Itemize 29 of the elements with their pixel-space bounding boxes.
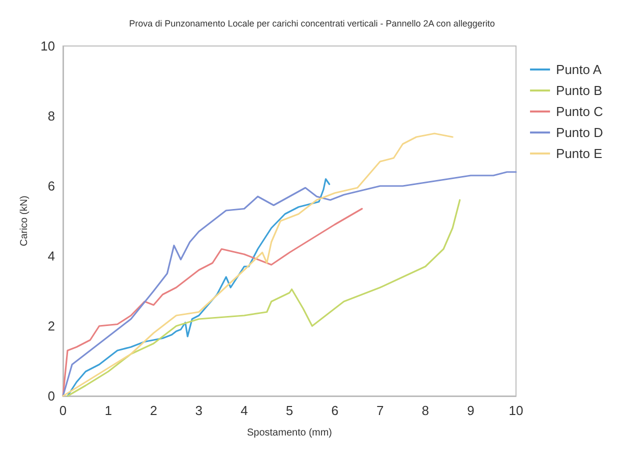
legend-label: Punto B <box>556 83 602 98</box>
x-tick-label: 3 <box>195 403 203 418</box>
x-tick-label: 2 <box>150 403 158 418</box>
y-tick-label: 2 <box>48 318 55 334</box>
chart-title: Prova di Punzonamento Locale per carichi concentrati verticali - Pannello 2A con alleggerito <box>129 18 495 28</box>
y-tick-label: 10 <box>40 38 55 54</box>
legend-label: Punto E <box>556 146 603 161</box>
x-tick-label: 9 <box>467 403 474 418</box>
y-tick-label: 8 <box>48 108 55 124</box>
x-tick-label: 4 <box>240 403 248 418</box>
y-tick-label: 4 <box>48 248 55 264</box>
y-tick-label: 6 <box>48 178 55 194</box>
line-series <box>62 208 363 397</box>
x-tick-label: 7 <box>376 403 384 418</box>
x-tick-label: 0 <box>59 403 67 418</box>
legend-label: Punto C <box>556 104 604 119</box>
legend-label: Punto D <box>556 125 604 140</box>
x-tick-label: 1 <box>104 403 112 418</box>
line-series <box>66 178 330 397</box>
y-axis-title: Carico (kN) <box>19 196 30 246</box>
x-tick-label: 5 <box>286 403 294 418</box>
y-tick-label: 0 <box>48 388 55 404</box>
legend-label: Punto A <box>556 62 602 77</box>
line-series <box>66 199 461 397</box>
x-axis-title: Spostamento (mm) <box>246 428 332 438</box>
x-tick-label: 6 <box>331 403 338 418</box>
x-tick-label: 10 <box>508 403 524 418</box>
line-series <box>62 132 454 397</box>
x-tick-label: 8 <box>422 403 430 418</box>
